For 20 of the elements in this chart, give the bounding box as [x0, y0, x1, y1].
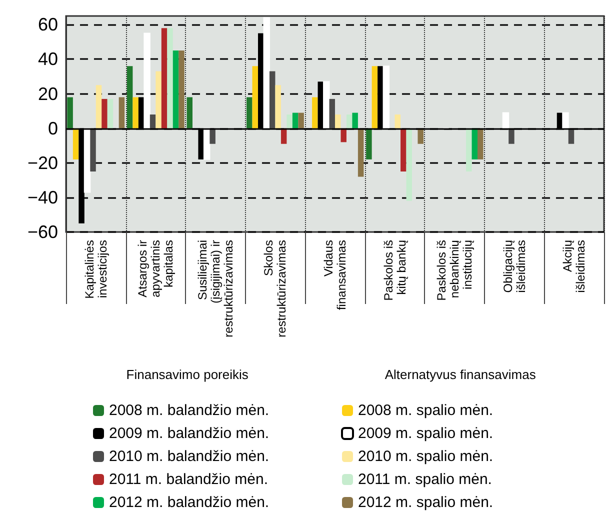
legend-label: 2009 m. balandžio mėn. [109, 425, 270, 442]
legend-label: 2012 m. spalio mėn. [358, 494, 494, 511]
legend-label: 2010 m. spalio mėn. [358, 448, 494, 465]
y-tick-label: −40 [27, 187, 58, 208]
y-tick-label: −20 [27, 152, 58, 173]
y-tick-label: 0 [48, 118, 58, 138]
legend-label: 2008 m. spalio mėn. [358, 402, 494, 419]
y-tick-label: 60 [38, 14, 58, 35]
x-tick-label: Kapitalinės investicijos [82, 240, 110, 299]
y-tick-label: 40 [38, 49, 58, 70]
legend-label: 2012 m. balandžio mėn. [109, 494, 270, 511]
legend-label: 2011 m. balandžio mėn. [109, 471, 268, 488]
legend-label: 2010 m. balandžio mėn. [109, 448, 270, 465]
y-tick-label: 20 [38, 84, 58, 104]
y-tick-label: −60 [27, 222, 58, 242]
legend-label: 2009 m. spalio mėn. [358, 425, 494, 442]
text: Alternatyvus finansavimas [384, 367, 536, 382]
text: Finansavimo poreikis [126, 367, 249, 382]
legend-label: 2011 m. spalio mėn. [358, 471, 492, 488]
legend-label: 2008 m. balandžio mėn. [109, 402, 270, 419]
